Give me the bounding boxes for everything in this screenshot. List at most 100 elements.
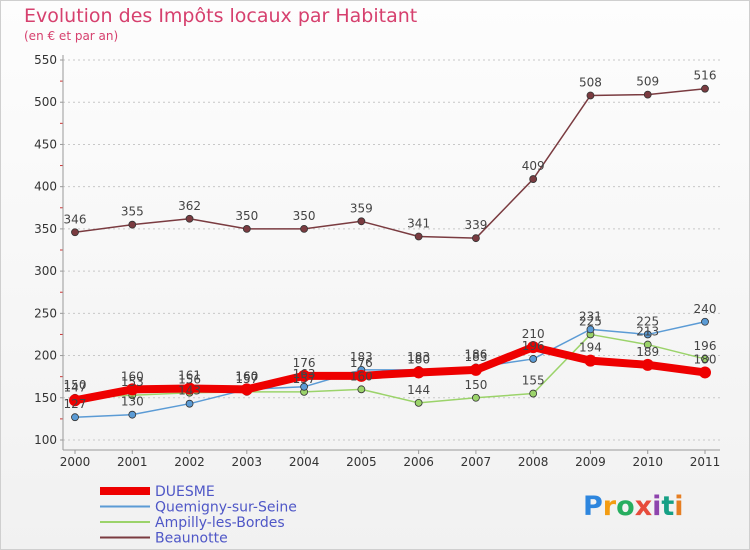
data-label: 183 bbox=[407, 350, 430, 364]
data-point bbox=[71, 413, 79, 422]
data-point bbox=[128, 410, 137, 419]
data-label: 508 bbox=[579, 75, 602, 89]
data-point bbox=[355, 369, 368, 382]
x-tick-label: 2000 bbox=[60, 455, 91, 469]
y-tick-label: 400 bbox=[34, 180, 57, 194]
series-duesme bbox=[69, 341, 711, 407]
series-line bbox=[74, 333, 706, 404]
data-point bbox=[298, 369, 311, 382]
data-point bbox=[300, 224, 308, 233]
x-tick-label: 2005 bbox=[346, 455, 377, 469]
y-tick-label: 250 bbox=[34, 306, 57, 320]
data-label: 341 bbox=[407, 216, 430, 230]
data-point bbox=[643, 340, 652, 349]
data-label: 157 bbox=[293, 372, 316, 386]
legend-label: Beaunotte bbox=[155, 531, 228, 547]
series-line bbox=[74, 321, 706, 418]
data-label: 180 bbox=[694, 352, 717, 366]
data-point bbox=[357, 385, 366, 394]
data-label: 516 bbox=[694, 69, 717, 83]
data-point bbox=[185, 214, 194, 223]
data-point bbox=[242, 224, 251, 233]
data-label: 160 bbox=[121, 369, 144, 383]
series-ampilly-les-bordes bbox=[71, 330, 709, 407]
data-label: 196 bbox=[522, 339, 545, 353]
data-point bbox=[469, 363, 482, 376]
data-point bbox=[527, 341, 540, 354]
data-label: 509 bbox=[636, 75, 659, 89]
data-label: 231 bbox=[579, 309, 602, 323]
data-point bbox=[701, 317, 709, 326]
data-label: 225 bbox=[636, 314, 659, 328]
data-label: 194 bbox=[579, 341, 602, 355]
legend-label: Ampilly-les-Bordes bbox=[155, 515, 285, 531]
data-label: 362 bbox=[178, 199, 201, 213]
y-tick-label: 150 bbox=[34, 391, 57, 405]
data-label: 127 bbox=[64, 397, 87, 411]
data-label: 355 bbox=[121, 205, 144, 219]
grid bbox=[63, 59, 720, 441]
legend: DUESMEQuemigny-sur-SeineAmpilly-les-Bord… bbox=[100, 484, 297, 547]
x-tick-label: 2001 bbox=[117, 455, 148, 469]
data-label: 156 bbox=[178, 373, 201, 387]
y-tick-label: 550 bbox=[34, 53, 57, 67]
logo-letter: o bbox=[616, 491, 635, 522]
data-point bbox=[412, 366, 425, 379]
data-point bbox=[586, 325, 595, 334]
y-tick-label: 350 bbox=[34, 222, 57, 236]
data-point bbox=[126, 383, 139, 396]
y-tick-label: 300 bbox=[34, 264, 57, 278]
data-point bbox=[643, 330, 652, 339]
data-label: 346 bbox=[64, 212, 87, 226]
x-tick-label: 2010 bbox=[632, 455, 663, 469]
series-layer bbox=[69, 84, 711, 422]
logo-letter: P bbox=[583, 491, 603, 522]
data-label: 240 bbox=[694, 302, 717, 316]
logo-letter: r bbox=[603, 491, 617, 522]
logo-letter: x bbox=[635, 491, 652, 522]
data-label: 210 bbox=[522, 327, 545, 341]
data-point bbox=[69, 394, 81, 407]
logo-letter: t bbox=[661, 491, 674, 522]
data-point bbox=[300, 382, 308, 391]
data-label: 176 bbox=[293, 356, 316, 370]
y-tick-label: 450 bbox=[34, 137, 57, 151]
series-line bbox=[74, 87, 706, 239]
x-tick-label: 2002 bbox=[174, 455, 205, 469]
data-label: 189 bbox=[636, 345, 659, 359]
logo-letter: i bbox=[652, 491, 661, 522]
data-label: 155 bbox=[522, 374, 545, 388]
series-line bbox=[71, 343, 709, 405]
legend-label: DUESME bbox=[155, 484, 215, 500]
data-label: 163 bbox=[293, 367, 316, 381]
data-label: 339 bbox=[464, 218, 487, 232]
data-label: 160 bbox=[235, 369, 258, 383]
data-label: 176 bbox=[350, 356, 373, 370]
data-label: 213 bbox=[636, 325, 659, 339]
data-label: 350 bbox=[235, 209, 258, 223]
y-tick-label: 100 bbox=[34, 433, 57, 447]
data-label: 225 bbox=[579, 314, 602, 328]
data-label: 160 bbox=[235, 369, 258, 383]
data-point bbox=[643, 90, 652, 99]
data-label: 130 bbox=[121, 395, 144, 409]
data-point bbox=[529, 389, 538, 398]
x-tick-label: 2007 bbox=[461, 455, 492, 469]
data-point bbox=[586, 91, 595, 100]
data-label: 143 bbox=[178, 384, 201, 398]
data-label: 160 bbox=[350, 369, 373, 383]
data-point bbox=[357, 217, 366, 226]
data-point bbox=[529, 355, 538, 363]
series-beaunotte bbox=[71, 84, 709, 243]
logo-letter: i bbox=[674, 491, 683, 522]
data-label: 409 bbox=[522, 159, 545, 173]
x-tick-label: 2009 bbox=[575, 455, 606, 469]
data-label: 150 bbox=[464, 378, 487, 392]
data-label: 183 bbox=[350, 350, 373, 364]
data-point bbox=[699, 366, 711, 379]
data-point bbox=[185, 399, 194, 408]
x-tick-label: 2011 bbox=[690, 455, 721, 469]
